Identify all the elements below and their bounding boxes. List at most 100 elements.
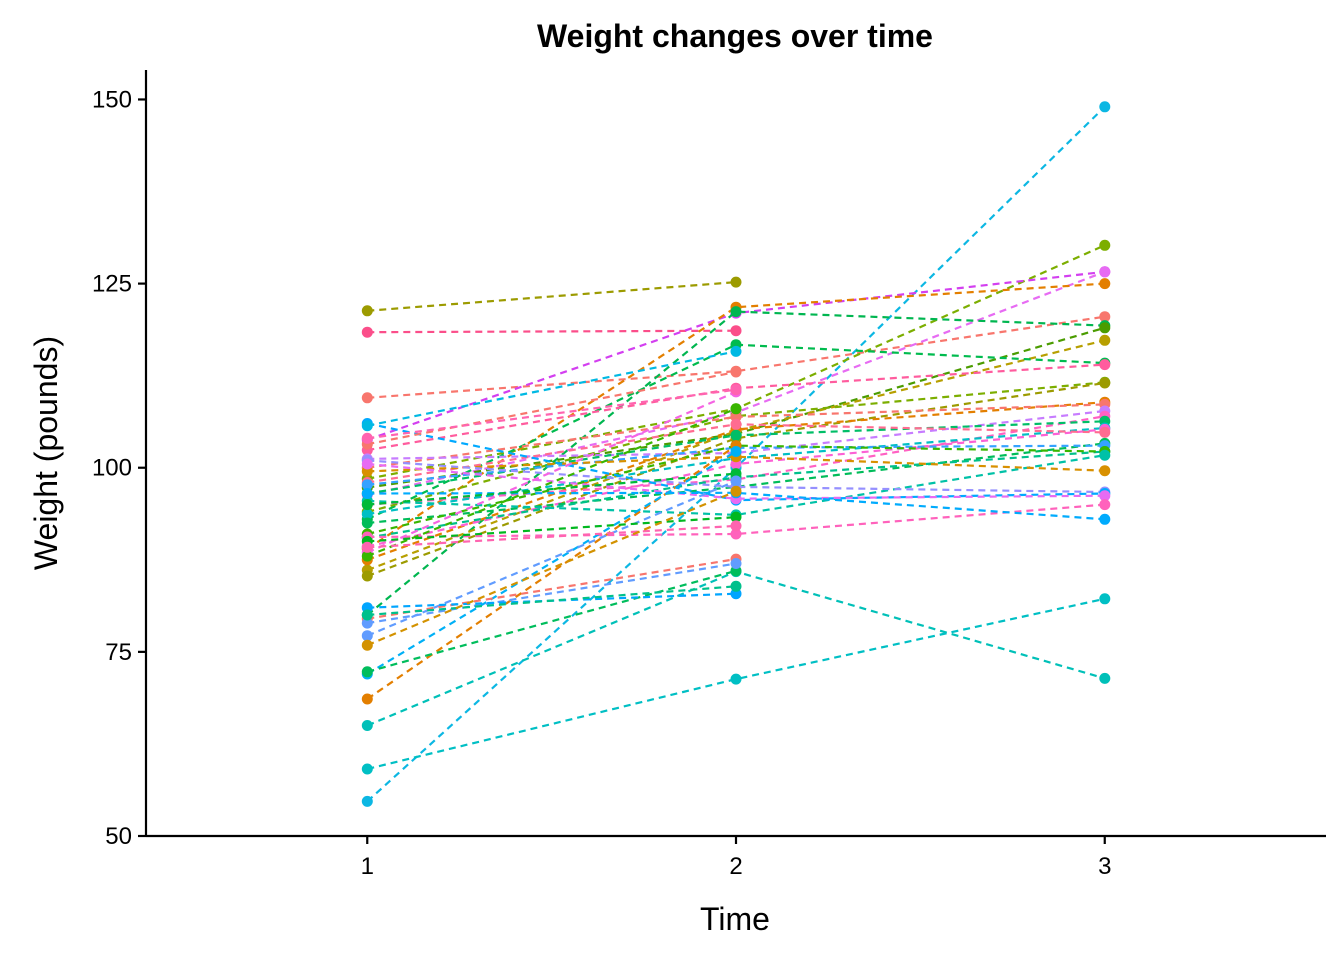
- data-point: [361, 720, 373, 731]
- series-line: [367, 455, 1105, 473]
- series-line: [367, 370, 737, 446]
- series-line: [366, 401, 1105, 561]
- series-line: [367, 524, 737, 549]
- series-37: [361, 366, 742, 450]
- y-axis-title: Weight (pounds): [28, 336, 64, 570]
- series-49: [361, 565, 742, 678]
- data-point: [361, 479, 373, 491]
- x-tick-label: 3: [1098, 853, 1111, 880]
- data-point: [361, 392, 373, 404]
- data-point: [1099, 490, 1111, 502]
- series-line: [367, 444, 1105, 486]
- series-32: [361, 458, 1111, 505]
- series-line: [367, 503, 1105, 539]
- series-line: [367, 329, 737, 334]
- y-tick-label: 50: [105, 823, 132, 850]
- data-point: [361, 639, 373, 651]
- y-tick-label: 150: [92, 86, 132, 113]
- data-point: [1099, 672, 1111, 684]
- data-point: [361, 458, 373, 470]
- data-point: [361, 499, 373, 511]
- data-point: [1099, 359, 1111, 371]
- data-point: [1099, 377, 1111, 389]
- series-line: [367, 462, 1105, 500]
- x-tick-label: 1: [361, 853, 374, 880]
- series-line: [367, 454, 1105, 517]
- y-tick-label: 75: [105, 639, 132, 666]
- data-point: [361, 617, 373, 629]
- series-44: [361, 468, 742, 511]
- data-point: [730, 580, 742, 592]
- series-line: [367, 442, 1105, 525]
- data-point: [730, 306, 742, 318]
- series-line: [366, 490, 737, 647]
- data-point: [361, 763, 373, 775]
- series-line: [366, 450, 737, 675]
- chart-title: Weight changes over time: [537, 18, 933, 54]
- y-tick-label: 125: [92, 271, 132, 298]
- series-52: [361, 580, 742, 621]
- series-48: [361, 553, 742, 625]
- data-point: [730, 366, 742, 378]
- data-point: [730, 520, 742, 532]
- data-point: [361, 305, 373, 317]
- data-point: [1099, 499, 1111, 511]
- data-point: [361, 693, 373, 705]
- series-line: [367, 381, 1105, 513]
- series-41: [361, 403, 742, 562]
- data-point: [1099, 513, 1111, 525]
- data-point: [730, 276, 742, 288]
- data-point: [361, 508, 373, 520]
- data-point: [361, 795, 373, 807]
- data-point: [1099, 101, 1111, 113]
- series-line: [366, 310, 1105, 616]
- data-point: [1099, 266, 1111, 278]
- data-point: [730, 511, 742, 523]
- series-line: [366, 444, 737, 700]
- data-point: [361, 541, 373, 553]
- series-line: [366, 381, 1105, 578]
- series-38: [361, 345, 742, 432]
- series-line: [367, 597, 1106, 771]
- series-39: [361, 386, 742, 558]
- series-line: [367, 281, 737, 312]
- y-tick-label: 100: [92, 455, 132, 482]
- data-point: [1099, 311, 1111, 323]
- data-point: [1099, 278, 1111, 290]
- data-point: [361, 630, 373, 642]
- series-line: [367, 388, 737, 440]
- data-point: [1099, 465, 1111, 477]
- data-point: [1099, 449, 1111, 461]
- series-line: [367, 585, 737, 617]
- x-axis: 1 2 3: [146, 834, 1326, 880]
- data-point: [730, 475, 742, 487]
- series-line: [367, 315, 1105, 399]
- series-50: [361, 558, 742, 629]
- data-point: [361, 550, 373, 562]
- data-point: [1099, 593, 1111, 605]
- x-tick-label: 2: [729, 853, 742, 880]
- data-point: [361, 666, 373, 678]
- data-point: [730, 429, 742, 441]
- series-line: [367, 562, 737, 625]
- y-axis: 50 75 100 125 150: [92, 70, 148, 850]
- data-point: [1099, 239, 1111, 251]
- data-point: [730, 418, 742, 430]
- series-line: [367, 558, 737, 620]
- series-2: [361, 325, 742, 338]
- series-line: [367, 472, 737, 506]
- data-point: [361, 326, 373, 338]
- series-line: [367, 569, 737, 673]
- data-point: [361, 609, 373, 621]
- data-point: [730, 446, 742, 457]
- data-point: [730, 345, 742, 357]
- data-point: [730, 558, 742, 569]
- data-point: [730, 485, 742, 497]
- data-point: [361, 488, 373, 499]
- series-53: [361, 485, 742, 651]
- data-point: [361, 432, 373, 444]
- series-40: [361, 384, 742, 444]
- data-point: [361, 570, 373, 582]
- series-group: [361, 101, 1111, 807]
- series-line: [366, 343, 1105, 521]
